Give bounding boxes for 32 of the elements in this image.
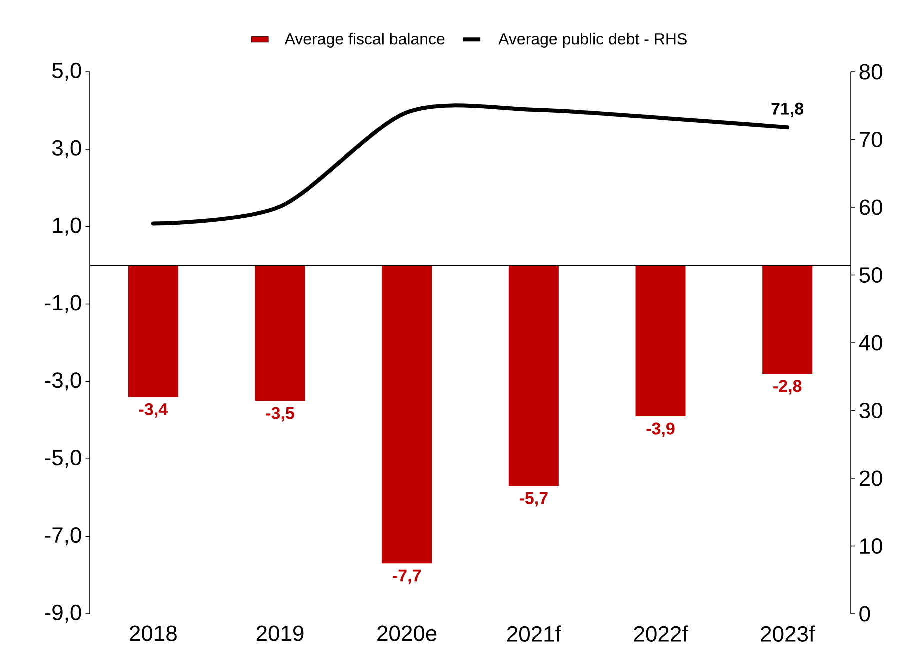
y-tick-label: -9,0 (45, 604, 82, 624)
data-label: -7,7 (393, 570, 421, 584)
y2-tick-label: 50 (860, 267, 882, 284)
y2-tick-label: 30 (860, 402, 882, 419)
x-tick-label: 2020e (378, 626, 437, 642)
x-tick-label: 2022f (634, 626, 688, 642)
x-tick-label: 2019 (256, 626, 304, 642)
y-tick-label: 3,0 (52, 140, 82, 158)
y2-tick-label: 0 (860, 606, 870, 622)
y-tick-label: 5,0 (52, 62, 82, 82)
data-label: -3,5 (266, 407, 294, 422)
y2-tick-label: 20 (860, 470, 882, 486)
y2-tick-label: 10 (860, 538, 882, 554)
data-label: -3,9 (646, 422, 675, 438)
legend-label: Average public debt - RHS (498, 33, 687, 48)
data-label: -2,8 (774, 380, 802, 395)
y-tick-label: -7,0 (45, 527, 82, 546)
data-label: -3,4 (139, 403, 168, 418)
y2-tick-label: 70 (860, 132, 882, 148)
x-tick-label: 2021f (508, 626, 562, 642)
y-tick-label: -1,0 (45, 295, 82, 314)
y-tick-label: 1,0 (53, 218, 82, 236)
data-label: -5,7 (520, 492, 548, 507)
data-label: 71,8 (772, 102, 804, 118)
legend-label: Average fiscal balance (284, 33, 445, 48)
y-tick-label: -3,0 (45, 372, 82, 391)
y2-tick-label: 80 (860, 64, 882, 80)
y-tick-label: -5,0 (45, 450, 82, 468)
y2-tick-label: 60 (860, 200, 882, 216)
x-tick-label: 2018 (130, 626, 177, 642)
x-tick-label: 2023f (761, 626, 816, 642)
y2-tick-label: 40 (859, 335, 882, 351)
